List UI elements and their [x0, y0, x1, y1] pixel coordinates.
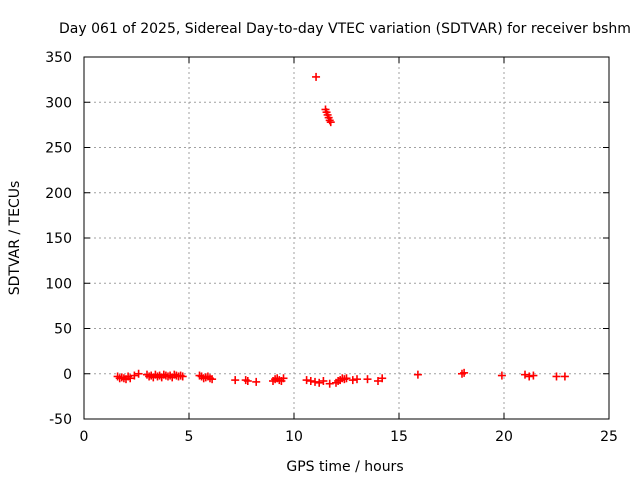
- data-point: [325, 116, 334, 125]
- y-tick-label: 100: [45, 276, 72, 292]
- data-point: [529, 371, 538, 380]
- data-point: [560, 372, 569, 381]
- axis-ticks: 0 5 10 15 20 25 -50 0 50 100 150 200 250 300 350: [45, 50, 618, 445]
- data-point: [363, 375, 372, 384]
- data-point: [326, 118, 335, 127]
- grid: [84, 57, 609, 419]
- y-axis-label: SDTVAR / TECUs: [7, 181, 23, 296]
- chart-title: Day 061 of 2025, Sidereal Day-to-day VTE…: [59, 21, 631, 37]
- data-point: [312, 72, 321, 81]
- x-axis-label: GPS time / hours: [286, 459, 403, 475]
- data-point: [552, 372, 561, 381]
- data-point: [342, 374, 351, 383]
- plot-frame: [83, 56, 610, 420]
- data-point: [460, 368, 469, 377]
- data-point: [348, 376, 357, 385]
- data-point: [525, 372, 534, 381]
- y-tick-label: -50: [49, 412, 72, 428]
- data-point: [302, 376, 311, 385]
- x-tick-label: 10: [285, 429, 303, 445]
- data-point: [243, 376, 252, 385]
- x-tick-label: 5: [185, 429, 194, 445]
- data-point: [413, 370, 422, 379]
- data-point: [134, 369, 143, 378]
- y-tick-label: 350: [45, 50, 72, 66]
- y-tick-label: 50: [54, 322, 72, 338]
- data-point: [208, 375, 217, 384]
- data-point: [126, 374, 135, 383]
- x-tick-label: 0: [80, 429, 89, 445]
- y-tick-label: 150: [45, 231, 72, 247]
- data-point: [279, 374, 288, 383]
- data-point: [315, 378, 324, 387]
- data-point: [378, 374, 387, 383]
- data-point: [178, 372, 187, 381]
- data-point: [319, 376, 328, 385]
- data-point: [521, 370, 529, 379]
- data-point: [497, 371, 506, 380]
- x-tick-label: 20: [495, 429, 513, 445]
- data-point: [311, 377, 319, 386]
- data-points: [113, 72, 569, 388]
- x-tick-label: 15: [390, 429, 408, 445]
- y-tick-label: 300: [45, 95, 72, 111]
- y-tick-label: 200: [45, 186, 72, 202]
- data-point: [252, 377, 261, 386]
- data-point: [325, 379, 334, 388]
- data-point: [231, 376, 240, 385]
- data-point: [306, 376, 315, 385]
- x-tick-label: 25: [600, 429, 618, 445]
- y-tick-label: 250: [45, 141, 72, 157]
- data-point: [130, 371, 139, 380]
- data-point: [374, 376, 382, 385]
- data-point: [353, 375, 361, 384]
- y-tick-label: 0: [63, 367, 72, 383]
